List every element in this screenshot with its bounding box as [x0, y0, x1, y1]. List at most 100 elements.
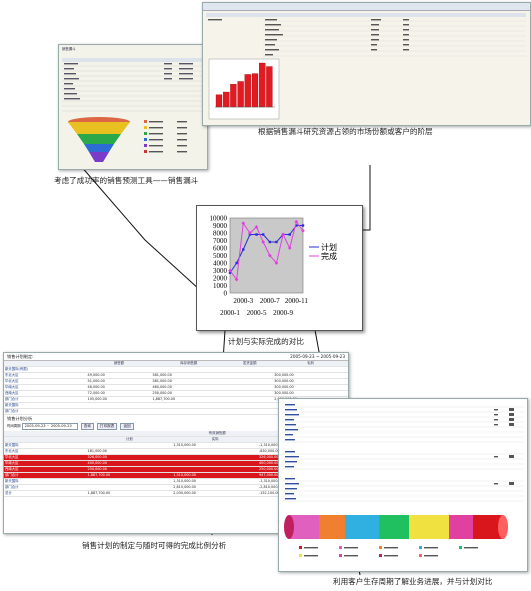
plan-cell: 72,000.00	[86, 390, 152, 397]
plan-cell	[86, 402, 152, 409]
series-point	[275, 240, 278, 244]
plan-cell: 300,000.00	[273, 372, 348, 379]
query-button[interactable]: 查询	[80, 423, 94, 430]
caption-plan-table: 销售计划的制定与随时可得的完成比例分析	[82, 541, 227, 550]
analysis-col-header: 计划	[86, 436, 173, 443]
analysis-row-name[interactable]: 华北大区	[4, 454, 87, 461]
y-tick-label: 2000	[213, 274, 228, 282]
analysis-cell	[86, 484, 173, 491]
plan-cell: 1,887,700.00	[151, 396, 227, 403]
plan-row-name[interactable]: 华北大区	[4, 378, 87, 385]
print-button[interactable]: 打印报表	[96, 423, 118, 430]
mini-bar	[215, 94, 223, 108]
line-chart: 0100020003000400050006000700080009000100…	[210, 214, 338, 317]
analysis-row-name[interactable]: 总计	[4, 490, 87, 497]
analysis-cell: 1,887,700.00	[86, 472, 173, 479]
plan-row-name[interactable]: 部门合计	[4, 408, 87, 415]
y-tick-label: 3000	[213, 267, 228, 275]
y-tick-label: 4000	[213, 259, 228, 267]
analysis-cell	[172, 466, 259, 473]
analysis-group-header: 有效销售额	[86, 431, 348, 437]
caption-funnel: 考虑了成功率的销售预测工具——销售漏斗	[54, 176, 199, 185]
series-point	[261, 233, 265, 236]
plan-col-header: 发货金额	[226, 361, 274, 367]
plan-row-name[interactable]: 西南大区	[4, 390, 87, 397]
series-point	[242, 248, 245, 251]
plan-cell: 105,000.00	[86, 396, 152, 403]
analysis-cell: 2,810,000.00	[172, 484, 259, 491]
series-point	[255, 233, 258, 236]
plan-cell	[151, 402, 227, 409]
analysis-row-name[interactable]: 新天国际	[4, 478, 87, 485]
plan-row-name[interactable]: 东北大区	[4, 372, 87, 379]
mini-bar	[251, 73, 259, 108]
series-line	[229, 220, 304, 281]
bar-screenshot	[202, 2, 531, 126]
analysis-title: 销售计划分析	[7, 416, 33, 421]
analysis-cell: 326,000.00	[86, 454, 173, 461]
plan-col-header: 毛利	[273, 361, 348, 367]
series-point	[301, 224, 305, 227]
analysis-row-name[interactable]: 东北大区	[4, 448, 87, 455]
plan-cell: 51,000.00	[86, 378, 152, 385]
analysis-row-name[interactable]: 新天国际	[4, 442, 87, 449]
period-input[interactable]: 2005-09-23 ~ 2005-09-23	[21, 423, 78, 430]
plan-row: 华北大区 51,000.00 581,000.00 300,000.00	[4, 378, 348, 385]
x-tick-label: 2000-3	[233, 297, 253, 305]
plan-row-name[interactable]: 新天国际(有限)	[4, 366, 87, 373]
plan-row-name[interactable]: 新天国际	[4, 402, 87, 409]
plan-date-range: 2005-09-23 ~ 2005-09-23	[290, 354, 345, 359]
plan-cell	[226, 402, 274, 409]
plan-row-name[interactable]: 部门合计	[4, 396, 87, 403]
funnel-graphic	[68, 117, 130, 162]
caption-chart: 计划与实际完成的对比	[228, 337, 304, 346]
analysis-row-name[interactable]: 华南大区	[4, 460, 87, 467]
analysis-col-header: 实际	[172, 436, 259, 443]
mini-bar	[259, 62, 266, 108]
legend-label: 完成	[321, 251, 337, 261]
analysis-row-name[interactable]: 部门合计	[4, 484, 87, 491]
x-tick-label: 2000-1	[220, 309, 240, 317]
plan-cell	[226, 396, 274, 403]
analysis-cell: 181,000.00	[86, 448, 173, 455]
plan-cell	[273, 366, 348, 373]
plan-cell	[226, 366, 274, 373]
funnel-screenshot: 销售漏斗	[58, 44, 208, 170]
analysis-cell	[172, 448, 259, 455]
x-tick-label: 2000-11	[285, 297, 309, 305]
analysis-row-name[interactable]: 西南大区	[4, 466, 87, 473]
plan-cell	[226, 378, 274, 385]
plan-cell: 49,000.00	[86, 372, 152, 379]
series-point	[235, 261, 238, 265]
plan-cell	[226, 384, 274, 391]
caption-pie-panel: 利用客户生存周期了解业务进展，并与计划对比	[333, 577, 493, 586]
series-point	[248, 231, 252, 235]
plan-row-name[interactable]: 华南大区	[4, 384, 87, 391]
analysis-cell	[172, 460, 259, 467]
plan-col-header: 库存销售额	[151, 361, 227, 367]
y-tick-label: 0	[224, 289, 228, 297]
period-label: 时间周期	[7, 424, 21, 428]
series-point	[295, 224, 298, 227]
line-chart-panel: 0 1000 2000 3000 4000 5000 6000 7000 8000 9000 100…	[196, 205, 363, 331]
mini-bar	[266, 66, 273, 108]
analysis-cell	[86, 478, 173, 485]
plan-table: 销售额 库存销售额 发货金额 毛利 新天国际(有限) 东北大区 49,000.00 5…	[4, 361, 348, 415]
plan-cell: 300,000.00	[273, 384, 348, 391]
y-tick-label: 7000	[213, 237, 228, 245]
y-tick-label: 8000	[213, 229, 228, 237]
analysis-cell: 250,000.00	[86, 466, 173, 473]
mini-bar	[223, 91, 230, 108]
plan-row: 华南大区 46,000.00 460,000.00 300,000.00	[4, 384, 348, 391]
series-point	[288, 233, 291, 236]
pie-screenshot	[278, 398, 528, 572]
series-point	[228, 271, 232, 274]
plan-cell	[226, 372, 274, 379]
mini-bar	[244, 74, 251, 108]
analysis-row-name[interactable]: 部门合计	[4, 472, 87, 479]
back-button[interactable]: 返回	[120, 423, 134, 430]
funnel-table-lines	[62, 58, 202, 162]
plan-cell	[86, 408, 152, 415]
y-tick-label: 6000	[213, 244, 228, 252]
plan-row: 新天国际(有限)	[4, 366, 348, 373]
